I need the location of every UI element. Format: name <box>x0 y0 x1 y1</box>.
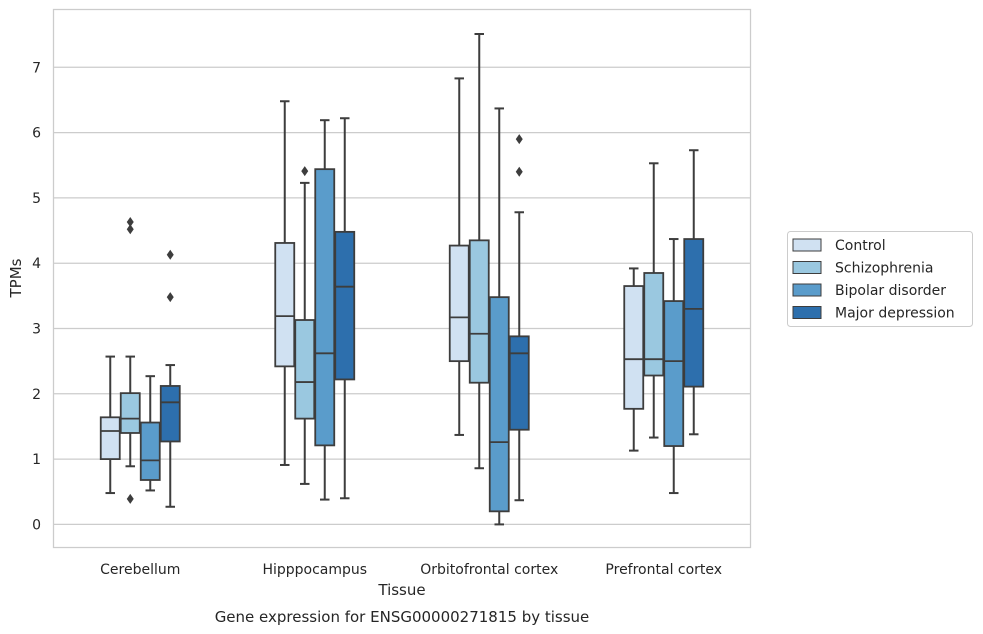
x-axis-title: Tissue <box>377 581 425 599</box>
box-group <box>294 166 316 485</box>
legend-label: Bipolar disorder <box>835 283 946 299</box>
box <box>159 385 181 443</box>
box-group <box>159 249 181 508</box>
box <box>508 335 530 431</box>
legend-label: Schizophrenia <box>835 261 933 277</box>
box-group <box>663 238 685 495</box>
box-group <box>448 77 470 436</box>
y-axis-title: TPMs <box>7 258 25 298</box>
box <box>488 296 510 513</box>
box <box>294 319 316 420</box>
y-tick-label-6: 6 <box>32 126 41 142</box>
box <box>448 244 470 363</box>
box <box>99 416 121 461</box>
box <box>663 300 685 447</box>
box-group <box>119 217 141 504</box>
outlier-point <box>126 224 134 235</box>
outlier-point <box>301 166 309 177</box>
x-tick-label: Orbitofrontal cortex <box>420 562 558 578</box>
box-group <box>683 149 705 436</box>
y-tick-label-5: 5 <box>32 191 41 207</box>
box <box>139 421 161 481</box>
y-tick-labels: 0 1 2 3 4 5 6 7 <box>32 60 41 533</box>
x-tick-label: Prefrontal cortex <box>605 562 722 578</box>
outlier-point <box>126 217 134 228</box>
box <box>274 242 296 368</box>
legend-frame <box>787 231 973 327</box>
box-group <box>468 32 490 470</box>
figure-caption: Gene expression for ENSG00000271815 by t… <box>215 608 590 626</box>
y-tick-label-0: 0 <box>32 517 41 533</box>
box <box>683 238 705 388</box>
box <box>334 230 356 381</box>
box-group <box>508 134 530 502</box>
legend-swatch <box>792 283 822 297</box>
box <box>643 272 665 377</box>
plot-frame <box>52 8 752 549</box>
box-group <box>623 267 645 452</box>
legend-swatch <box>792 238 822 252</box>
box-group <box>643 162 665 439</box>
outlier-point <box>126 493 134 504</box>
box <box>314 168 336 447</box>
y-tick-label-7: 7 <box>32 60 41 76</box>
box-group <box>99 355 121 495</box>
legend-swatch <box>792 306 822 319</box>
y-tick-label-4: 4 <box>32 256 41 272</box>
box <box>623 285 645 410</box>
boxes-layer <box>99 32 705 526</box>
box <box>468 239 490 384</box>
legend-label: Major depression <box>835 306 955 322</box>
outlier-point <box>166 292 174 303</box>
y-tick-label-2: 2 <box>32 387 41 403</box>
box-group <box>274 100 296 466</box>
box-group <box>488 107 510 526</box>
box-group <box>139 375 161 492</box>
x-tick-labels: Cerebellum Hipppocampus Orbitofrontal cort… <box>100 562 722 578</box>
box <box>119 392 141 434</box>
x-tick-label: Cerebellum <box>100 562 180 578</box>
outlier-point <box>166 249 174 260</box>
legend: Control Schizophrenia Bipolar disorder Majo… <box>787 231 973 327</box>
outlier-point <box>515 134 523 145</box>
box-group <box>334 117 356 500</box>
y-tick-label-3: 3 <box>32 322 41 338</box>
box-group <box>314 119 336 501</box>
legend-label: Control <box>835 238 886 254</box>
legend-swatch <box>792 261 822 274</box>
x-tick-label: Hipppocampus <box>262 562 367 578</box>
outlier-point <box>515 166 523 177</box>
y-tick-label-1: 1 <box>32 452 41 468</box>
